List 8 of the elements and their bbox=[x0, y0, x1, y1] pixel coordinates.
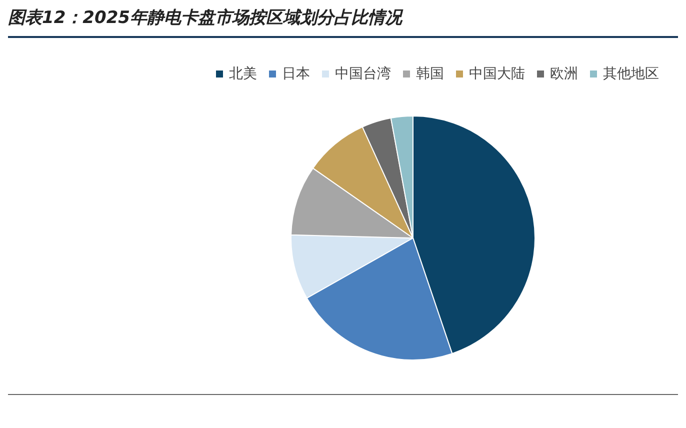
legend-label: 中国大陆 bbox=[469, 66, 525, 82]
legend-label: 北美 bbox=[229, 66, 257, 82]
chart-title: 图表12：2025年静电卡盘市场按区域划分占比情况 bbox=[8, 7, 402, 29]
legend-label: 其他地区 bbox=[603, 66, 659, 82]
legend-label: 欧洲 bbox=[550, 66, 578, 82]
legend-label: 中国台湾 bbox=[335, 66, 391, 82]
legend-label: 韩国 bbox=[416, 66, 444, 82]
legend-label: 日本 bbox=[282, 66, 310, 82]
